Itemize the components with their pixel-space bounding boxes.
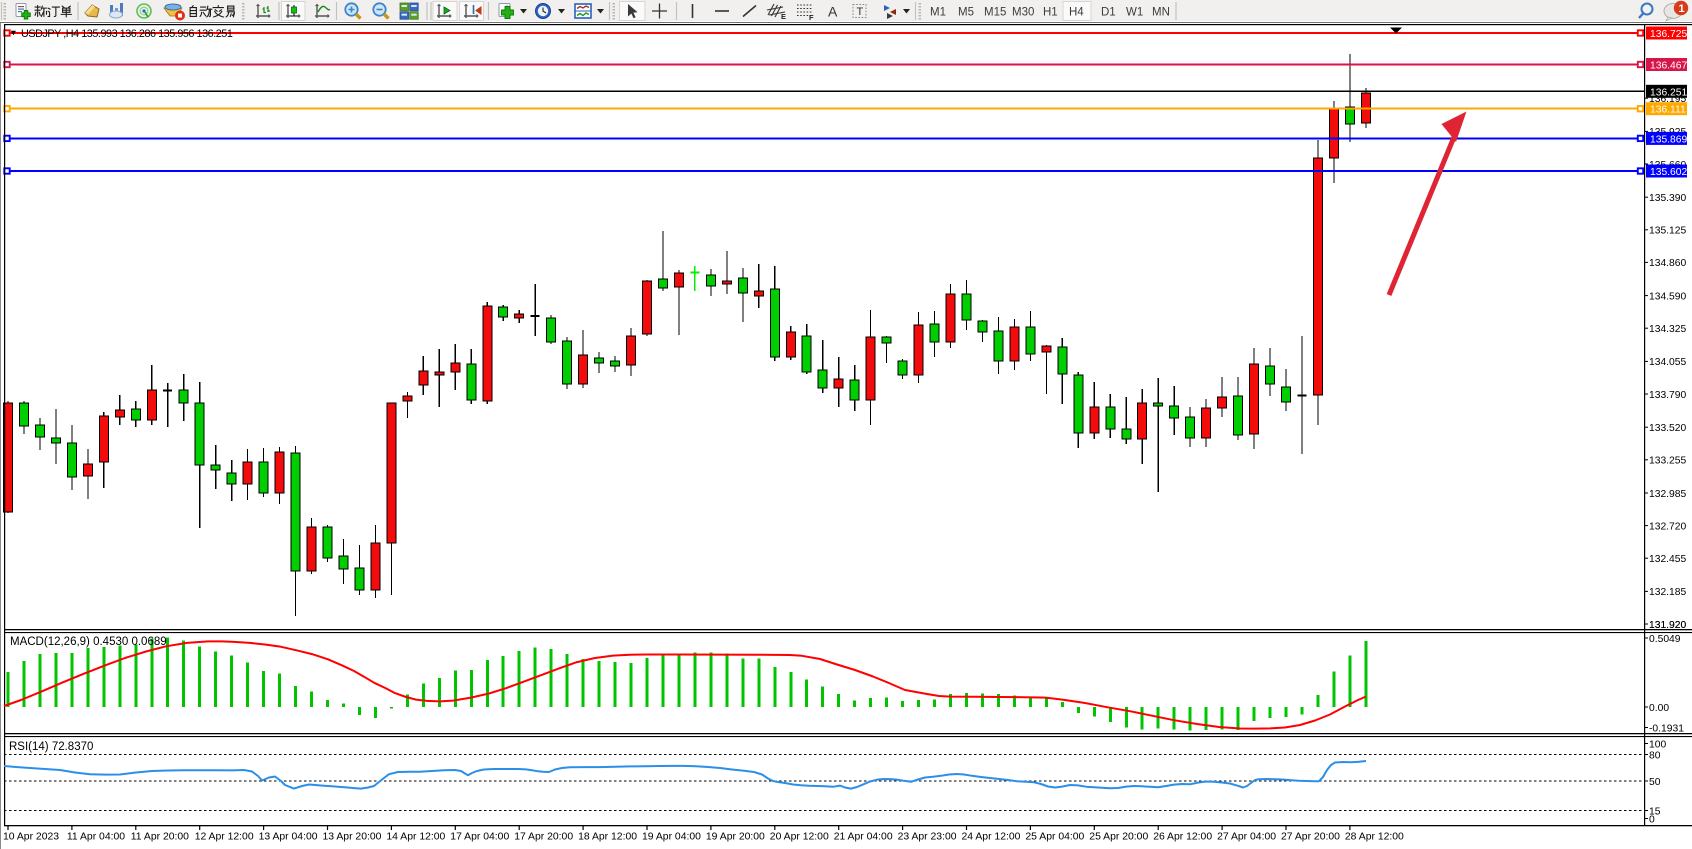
svg-text:13 Apr 04:00: 13 Apr 04:00 (259, 832, 318, 843)
svg-text:USDJPY ,H4 135.993 136.286 13: USDJPY ,H4 135.993 136.286 135.956 136.2… (21, 28, 233, 40)
svg-text:136.725: 136.725 (1650, 29, 1687, 40)
svg-text:M30: M30 (1012, 7, 1034, 19)
svg-text:132.455: 132.455 (1649, 554, 1686, 565)
svg-text:132.985: 132.985 (1649, 489, 1686, 500)
svg-text:W1: W1 (1126, 7, 1143, 19)
svg-text:80: 80 (1649, 750, 1661, 761)
svg-text:A: A (828, 4, 838, 20)
svg-text:132.185: 132.185 (1649, 587, 1686, 598)
svg-text:133.520: 133.520 (1649, 423, 1686, 434)
svg-text:H1: H1 (1043, 7, 1058, 19)
svg-text:M1: M1 (930, 7, 946, 19)
svg-text:E: E (781, 12, 786, 21)
svg-text:27 Apr 04:00: 27 Apr 04:00 (1217, 832, 1276, 843)
svg-text:F: F (809, 13, 814, 22)
svg-text:MN: MN (1152, 7, 1170, 19)
svg-text:RSI(14) 72.8370: RSI(14) 72.8370 (9, 741, 93, 753)
svg-text:15: 15 (1649, 806, 1661, 817)
svg-text:131.920: 131.920 (1649, 620, 1686, 631)
svg-text:134.055: 134.055 (1649, 357, 1686, 368)
svg-text:0: 0 (1649, 814, 1655, 825)
svg-text:26 Apr 12:00: 26 Apr 12:00 (1153, 832, 1212, 843)
svg-text:12 Apr 12:00: 12 Apr 12:00 (195, 832, 254, 843)
svg-text:27 Apr 20:00: 27 Apr 20:00 (1281, 832, 1340, 843)
svg-text:136.195: 136.195 (1649, 94, 1686, 105)
svg-text:135.390: 135.390 (1649, 193, 1686, 204)
svg-text:25 Apr 20:00: 25 Apr 20:00 (1089, 832, 1148, 843)
svg-text:18 Apr 12:00: 18 Apr 12:00 (578, 832, 637, 843)
svg-text:136.251: 136.251 (1650, 87, 1687, 98)
svg-text:1: 1 (1679, 3, 1685, 15)
svg-text:13 Apr 20:00: 13 Apr 20:00 (323, 832, 382, 843)
svg-text:133.790: 133.790 (1649, 390, 1686, 401)
svg-text:135.602: 135.602 (1650, 167, 1687, 178)
svg-text:17 Apr 20:00: 17 Apr 20:00 (514, 832, 573, 843)
svg-text:-0.1931: -0.1931 (1649, 723, 1684, 734)
svg-text:H4: H4 (1069, 7, 1084, 19)
svg-text:0.00: 0.00 (1649, 703, 1669, 714)
svg-text:133.255: 133.255 (1649, 456, 1686, 467)
svg-text:M15: M15 (984, 7, 1006, 19)
svg-text:MACD(12,26,9) 0.4530 0.0689: MACD(12,26,9) 0.4530 0.0689 (10, 636, 167, 648)
svg-text:23 Apr 23:00: 23 Apr 23:00 (898, 832, 957, 843)
svg-text:28 Apr 12:00: 28 Apr 12:00 (1345, 832, 1404, 843)
svg-text:25 Apr 04:00: 25 Apr 04:00 (1025, 832, 1084, 843)
svg-text:21 Apr 04:00: 21 Apr 04:00 (834, 832, 893, 843)
svg-text:19 Apr 20:00: 19 Apr 20:00 (706, 832, 765, 843)
svg-text:134.860: 134.860 (1649, 258, 1686, 269)
svg-text:20 Apr 12:00: 20 Apr 12:00 (770, 832, 829, 843)
svg-text:136.111: 136.111 (1650, 105, 1686, 116)
svg-text:T: T (857, 6, 864, 18)
svg-text:24 Apr 12:00: 24 Apr 12:00 (962, 832, 1021, 843)
svg-text:10 Apr 2023: 10 Apr 2023 (3, 832, 59, 843)
svg-text:135.869: 135.869 (1650, 134, 1687, 145)
svg-text:14 Apr 12:00: 14 Apr 12:00 (386, 832, 445, 843)
svg-text:100: 100 (1649, 739, 1666, 750)
svg-text:132.720: 132.720 (1649, 521, 1686, 532)
svg-text:134.590: 134.590 (1649, 291, 1686, 302)
svg-text:131.920: 131.920 (1649, 620, 1686, 631)
svg-text:50: 50 (1649, 777, 1661, 788)
svg-text:D1: D1 (1101, 7, 1116, 19)
svg-text:0.5049: 0.5049 (1649, 634, 1681, 645)
svg-text:136.467: 136.467 (1650, 61, 1687, 72)
svg-text:134.325: 134.325 (1649, 324, 1686, 335)
svg-text:M5: M5 (958, 7, 974, 19)
svg-text:11 Apr 04:00: 11 Apr 04:00 (67, 832, 125, 843)
svg-text:11 Apr 20:00: 11 Apr 20:00 (131, 832, 189, 843)
svg-text:17 Apr 04:00: 17 Apr 04:00 (450, 832, 509, 843)
svg-text:135.125: 135.125 (1649, 226, 1686, 237)
svg-text:19 Apr 04:00: 19 Apr 04:00 (642, 832, 701, 843)
